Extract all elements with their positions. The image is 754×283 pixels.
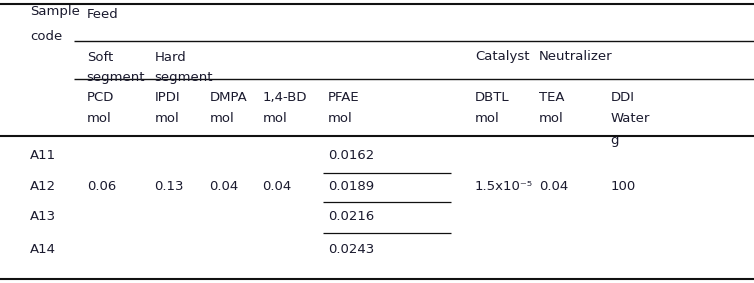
Text: Hard: Hard xyxy=(155,51,186,64)
Text: 1.5x10⁻⁵: 1.5x10⁻⁵ xyxy=(475,180,533,193)
Text: 100: 100 xyxy=(611,180,636,193)
Text: 0.0189: 0.0189 xyxy=(328,180,374,193)
Text: 0.04: 0.04 xyxy=(210,180,239,193)
Text: Soft: Soft xyxy=(87,51,113,64)
Text: A13: A13 xyxy=(30,210,57,223)
Text: mol: mol xyxy=(87,112,112,125)
Text: mol: mol xyxy=(210,112,234,125)
Text: 0.04: 0.04 xyxy=(539,180,569,193)
Text: 0.0162: 0.0162 xyxy=(328,149,374,162)
Text: mol: mol xyxy=(539,112,564,125)
Text: A14: A14 xyxy=(30,243,56,256)
Text: mol: mol xyxy=(262,112,287,125)
Text: A12: A12 xyxy=(30,180,57,193)
Text: Catalyst: Catalyst xyxy=(475,50,529,63)
Text: Feed: Feed xyxy=(87,8,118,21)
Text: PFAE: PFAE xyxy=(328,91,360,104)
Text: Neutralizer: Neutralizer xyxy=(539,50,613,63)
Text: g: g xyxy=(611,134,619,147)
Text: DMPA: DMPA xyxy=(210,91,247,104)
Text: TEA: TEA xyxy=(539,91,565,104)
Text: Sample: Sample xyxy=(30,5,80,18)
Text: segment: segment xyxy=(87,71,146,84)
Text: PCD: PCD xyxy=(87,91,114,104)
Text: 1,4-BD: 1,4-BD xyxy=(262,91,307,104)
Text: 0.06: 0.06 xyxy=(87,180,116,193)
Text: 0.04: 0.04 xyxy=(262,180,292,193)
Text: DBTL: DBTL xyxy=(475,91,510,104)
Text: 0.0216: 0.0216 xyxy=(328,210,374,223)
Text: mol: mol xyxy=(328,112,353,125)
Text: 0.0243: 0.0243 xyxy=(328,243,374,256)
Text: IPDI: IPDI xyxy=(155,91,180,104)
Text: mol: mol xyxy=(475,112,500,125)
Text: code: code xyxy=(30,30,63,43)
Text: A11: A11 xyxy=(30,149,57,162)
Text: segment: segment xyxy=(155,71,213,84)
Text: 0.13: 0.13 xyxy=(155,180,184,193)
Text: Water: Water xyxy=(611,112,650,125)
Text: mol: mol xyxy=(155,112,179,125)
Text: DDI: DDI xyxy=(611,91,635,104)
